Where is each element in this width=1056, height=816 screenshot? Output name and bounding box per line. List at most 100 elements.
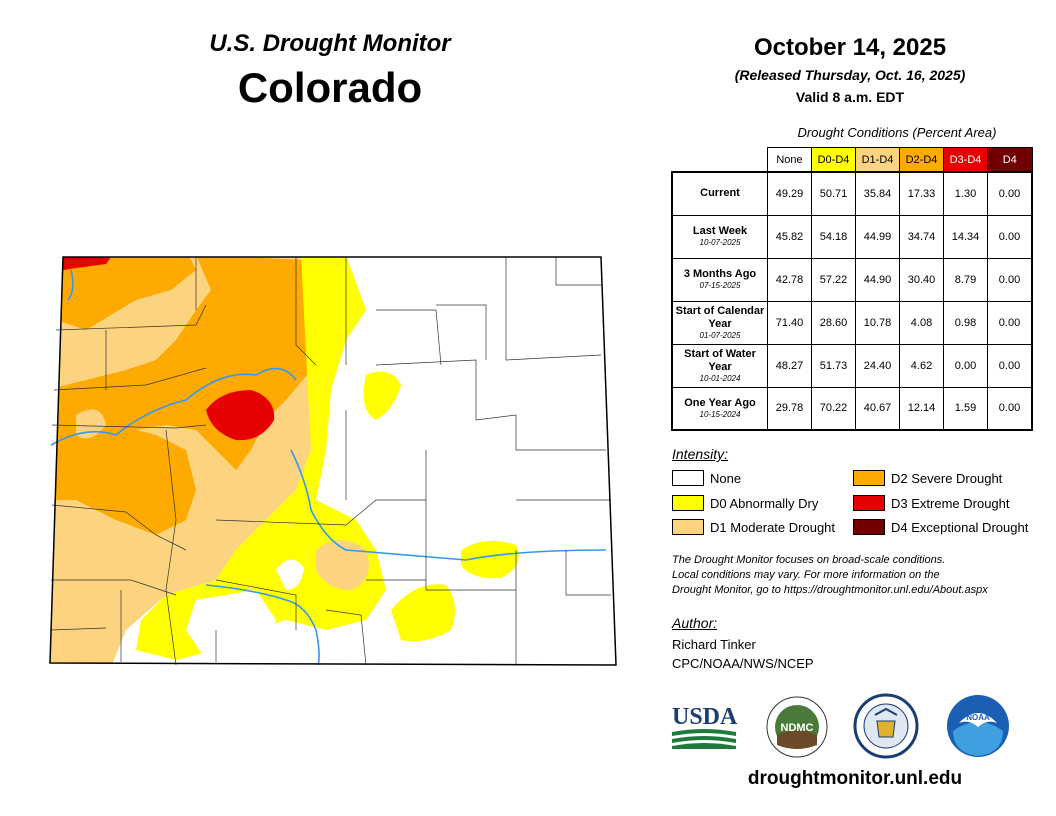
row-label: Start of Calendar Year 01-07-2025: [671, 300, 768, 345]
disclaimer-line: Drought Monitor, go to https://droughtmo…: [672, 584, 988, 596]
table-cell: 50.71: [811, 171, 856, 216]
legend-label: D3 Extreme Drought: [891, 495, 1010, 511]
d2-area-northwest: [50, 257, 196, 330]
legend-item-d4: D4 Exceptional Drought: [853, 519, 1028, 535]
release-date: (Released Thursday, Oct. 16, 2025): [734, 67, 966, 83]
table-cell: 71.40: [767, 300, 812, 345]
d3-area: [206, 390, 275, 441]
row-date: 10-07-2025: [699, 238, 741, 247]
table-cell: 45.82: [767, 214, 812, 259]
colorado-drought-map: [49, 256, 617, 666]
legend-item-d3: D3 Extreme Drought: [853, 495, 1010, 511]
valid-time: Valid 8 a.m. EDT: [795, 89, 905, 105]
legend-label: D0 Abnormally Dry: [710, 495, 819, 511]
table-cell: 57.22: [811, 257, 856, 302]
table-cell: 28.60: [811, 300, 856, 345]
table-cell: 14.34: [943, 214, 988, 259]
none-patch-a: [276, 559, 304, 590]
table-cell: 0.00: [987, 386, 1033, 431]
d3-area-corner: [63, 257, 111, 270]
website-link[interactable]: droughtmonitor.unl.edu: [747, 768, 963, 789]
table-row: Start of Water Year 10-01-2024 48.27 51.73 2…: [671, 343, 1033, 388]
row-label-text: One Year Ago: [684, 396, 756, 409]
county-lines: [50, 257, 611, 666]
colorado-river: [50, 367, 297, 446]
table-row: One Year Ago 10-15-2024 29.78 70.22 40.67 12.…: [671, 386, 1033, 431]
usda-logo-text: USDA: [672, 704, 738, 730]
table-row: Start of Calendar Year 01-07-2025 71.40 28.…: [671, 300, 1033, 345]
row-date: 10-15-2024: [699, 409, 741, 419]
d0-area-metro: [363, 371, 401, 420]
disclaimer-line: Local conditions may vary. For more info…: [672, 569, 940, 581]
north-platte: [67, 269, 74, 301]
rio-grande: [205, 584, 320, 666]
legend-label: None: [710, 470, 742, 486]
row-label-text: Start of Water Year: [684, 347, 756, 373]
row-label-text: Last Week: [692, 225, 748, 237]
d1-patch-a: [121, 337, 161, 365]
table-cell: 48.27: [767, 343, 812, 388]
table-cell: 35.84: [855, 171, 900, 216]
legend-label: D4 Exceptional Drought: [891, 519, 1029, 535]
table-cell: 17.33: [899, 171, 944, 216]
table-cell: 0.00: [987, 214, 1033, 259]
table-row: Last Week 10-07-2025 45.82 54.18 44.99 34.74 1…: [671, 214, 1033, 259]
table-cell: 0.00: [943, 343, 988, 388]
d0-area-southeast: [391, 584, 455, 642]
legend-swatch: [853, 470, 885, 486]
table-cell: 4.08: [899, 300, 944, 345]
row-date: 10-01-2024: [699, 373, 741, 383]
legend-swatch: [672, 495, 704, 511]
disclaimer: The Drought Monitor focuses on broad-sca…: [672, 553, 1052, 598]
legend-swatch: [853, 495, 885, 511]
monitor-title: U.S. Drought Monitor: [209, 30, 451, 57]
d2-area-west-central: [50, 410, 196, 535]
legend-item-none: None: [672, 470, 741, 486]
ndmc-logo-text: NDMC: [781, 722, 814, 734]
state-name: Colorado: [237, 64, 423, 111]
legend-title: Intensity:: [672, 446, 729, 462]
table-cell: 0.98: [943, 300, 988, 345]
state-outline: [49, 256, 617, 666]
table-cell: 10.78: [855, 300, 900, 345]
noaa-logo-text: NOAA: [966, 713, 990, 722]
d0-area-east: [461, 541, 519, 579]
column-header: None: [767, 147, 812, 173]
table-cell: 29.78: [767, 386, 812, 431]
legend-item-d1: D1 Moderate Drought: [672, 519, 835, 535]
table-cell: 0.00: [987, 300, 1033, 345]
table-cell: 12.14: [899, 386, 944, 431]
author-label: Author:: [672, 615, 718, 631]
table-cell: 24.40: [855, 343, 900, 388]
disclaimer-line: The Drought Monitor focuses on broad-sca…: [672, 554, 946, 566]
legend-swatch: [672, 519, 704, 535]
table-row: 3 Months Ago 07-15-2025 42.78 57.22 44.90 30.…: [671, 257, 1033, 302]
table-cell: 30.40: [899, 257, 944, 302]
table-cell: 34.74: [899, 214, 944, 259]
table-cell: 1.59: [943, 386, 988, 431]
row-date: 01-07-2025: [699, 330, 741, 340]
rivers: [50, 269, 607, 666]
drought-conditions-table: None D0-D4 D1-D4 D2-D4 D3-D4 D4 Current 4…: [671, 147, 1033, 431]
row-label: Start of Water Year 10-01-2024: [671, 343, 768, 388]
table-cell: 4.62: [899, 343, 944, 388]
column-header: D3-D4: [943, 147, 988, 173]
row-label: 3 Months Ago 07-15-2025: [671, 257, 768, 302]
table-cell: 8.79: [943, 257, 988, 302]
table-caption: Drought Conditions (Percent Area): [797, 125, 997, 140]
author-name: Richard Tinker: [672, 637, 756, 652]
legend-item-d2: D2 Severe Drought: [853, 470, 1002, 486]
row-label-text: 3 Months Ago: [683, 268, 757, 280]
noaa-logo: NOAA: [947, 695, 1009, 757]
ndmc-logo: NDMC: [766, 696, 828, 758]
table-cell: 51.73: [811, 343, 856, 388]
d1-area-south: [50, 580, 136, 665]
column-header: D4: [987, 147, 1033, 173]
table-body: Current 49.29 50.71 35.84 17.33 1.30 0.00 Last …: [671, 171, 1033, 431]
commerce-seal-logo: [853, 693, 919, 759]
drought-areas: [50, 257, 616, 665]
table-row: Current 49.29 50.71 35.84 17.33 1.30 0.00: [671, 171, 1033, 216]
row-label-text: Current: [700, 187, 740, 200]
none-patch-b: [186, 590, 276, 660]
table-cell: 1.30: [943, 171, 988, 216]
